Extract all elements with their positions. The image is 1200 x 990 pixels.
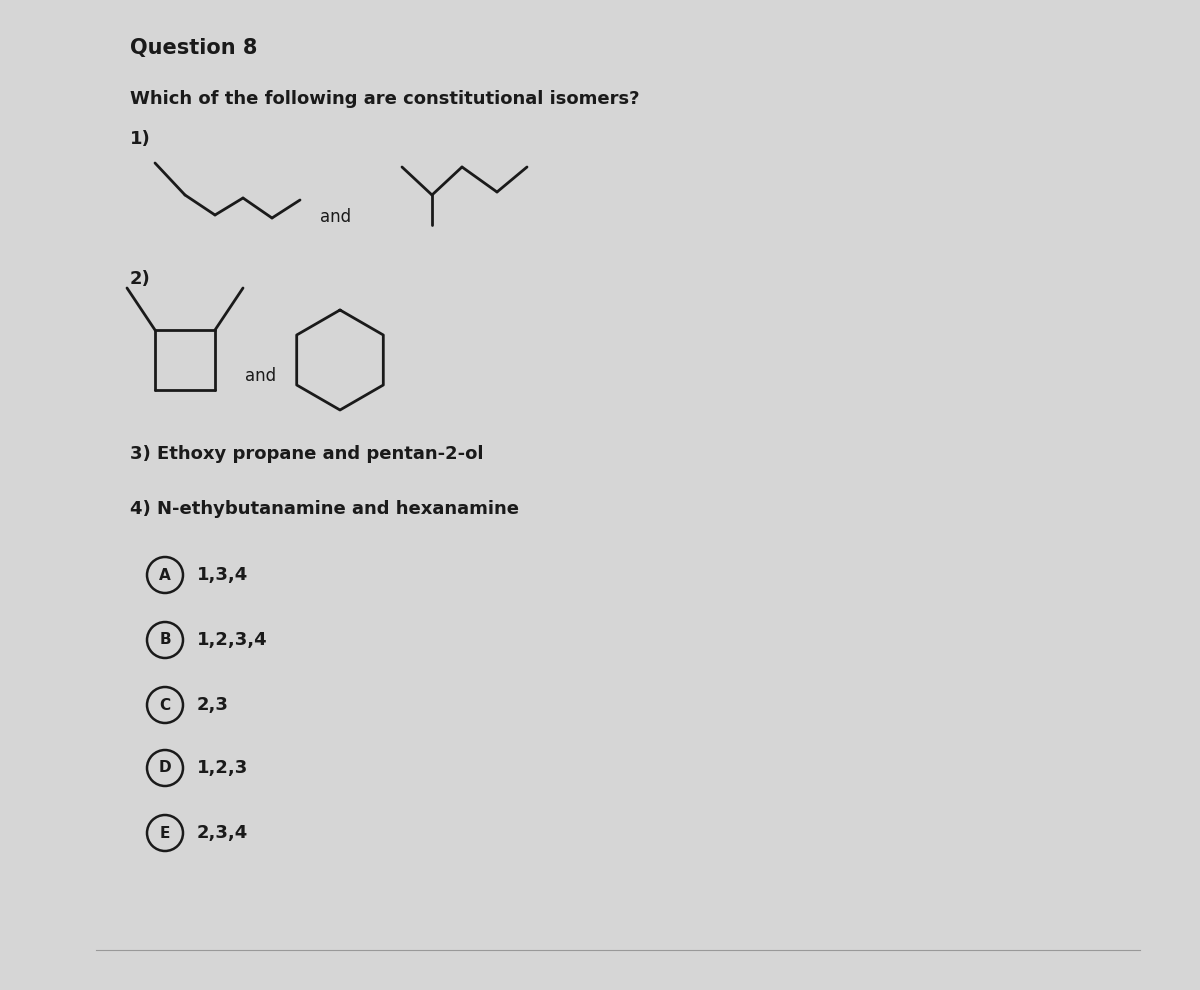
- Text: A: A: [160, 567, 170, 582]
- Text: and: and: [245, 367, 276, 385]
- Text: C: C: [160, 698, 170, 713]
- Text: Which of the following are constitutional isomers?: Which of the following are constitutiona…: [130, 90, 640, 108]
- Text: D: D: [158, 760, 172, 775]
- Text: E: E: [160, 826, 170, 841]
- Text: Question 8: Question 8: [130, 38, 257, 58]
- Text: 2,3: 2,3: [197, 696, 229, 714]
- Text: 4) N-ethybutanamine and hexanamine: 4) N-ethybutanamine and hexanamine: [130, 500, 520, 518]
- Text: 2,3,4: 2,3,4: [197, 824, 248, 842]
- Text: 1,2,3,4: 1,2,3,4: [197, 631, 268, 649]
- Text: 1,3,4: 1,3,4: [197, 566, 248, 584]
- Text: and: and: [320, 208, 352, 226]
- Text: 1): 1): [130, 130, 151, 148]
- Text: 2): 2): [130, 270, 151, 288]
- Text: 1,2,3: 1,2,3: [197, 759, 248, 777]
- Text: B: B: [160, 633, 170, 647]
- Text: 3) Ethoxy propane and pentan-2-ol: 3) Ethoxy propane and pentan-2-ol: [130, 445, 484, 463]
